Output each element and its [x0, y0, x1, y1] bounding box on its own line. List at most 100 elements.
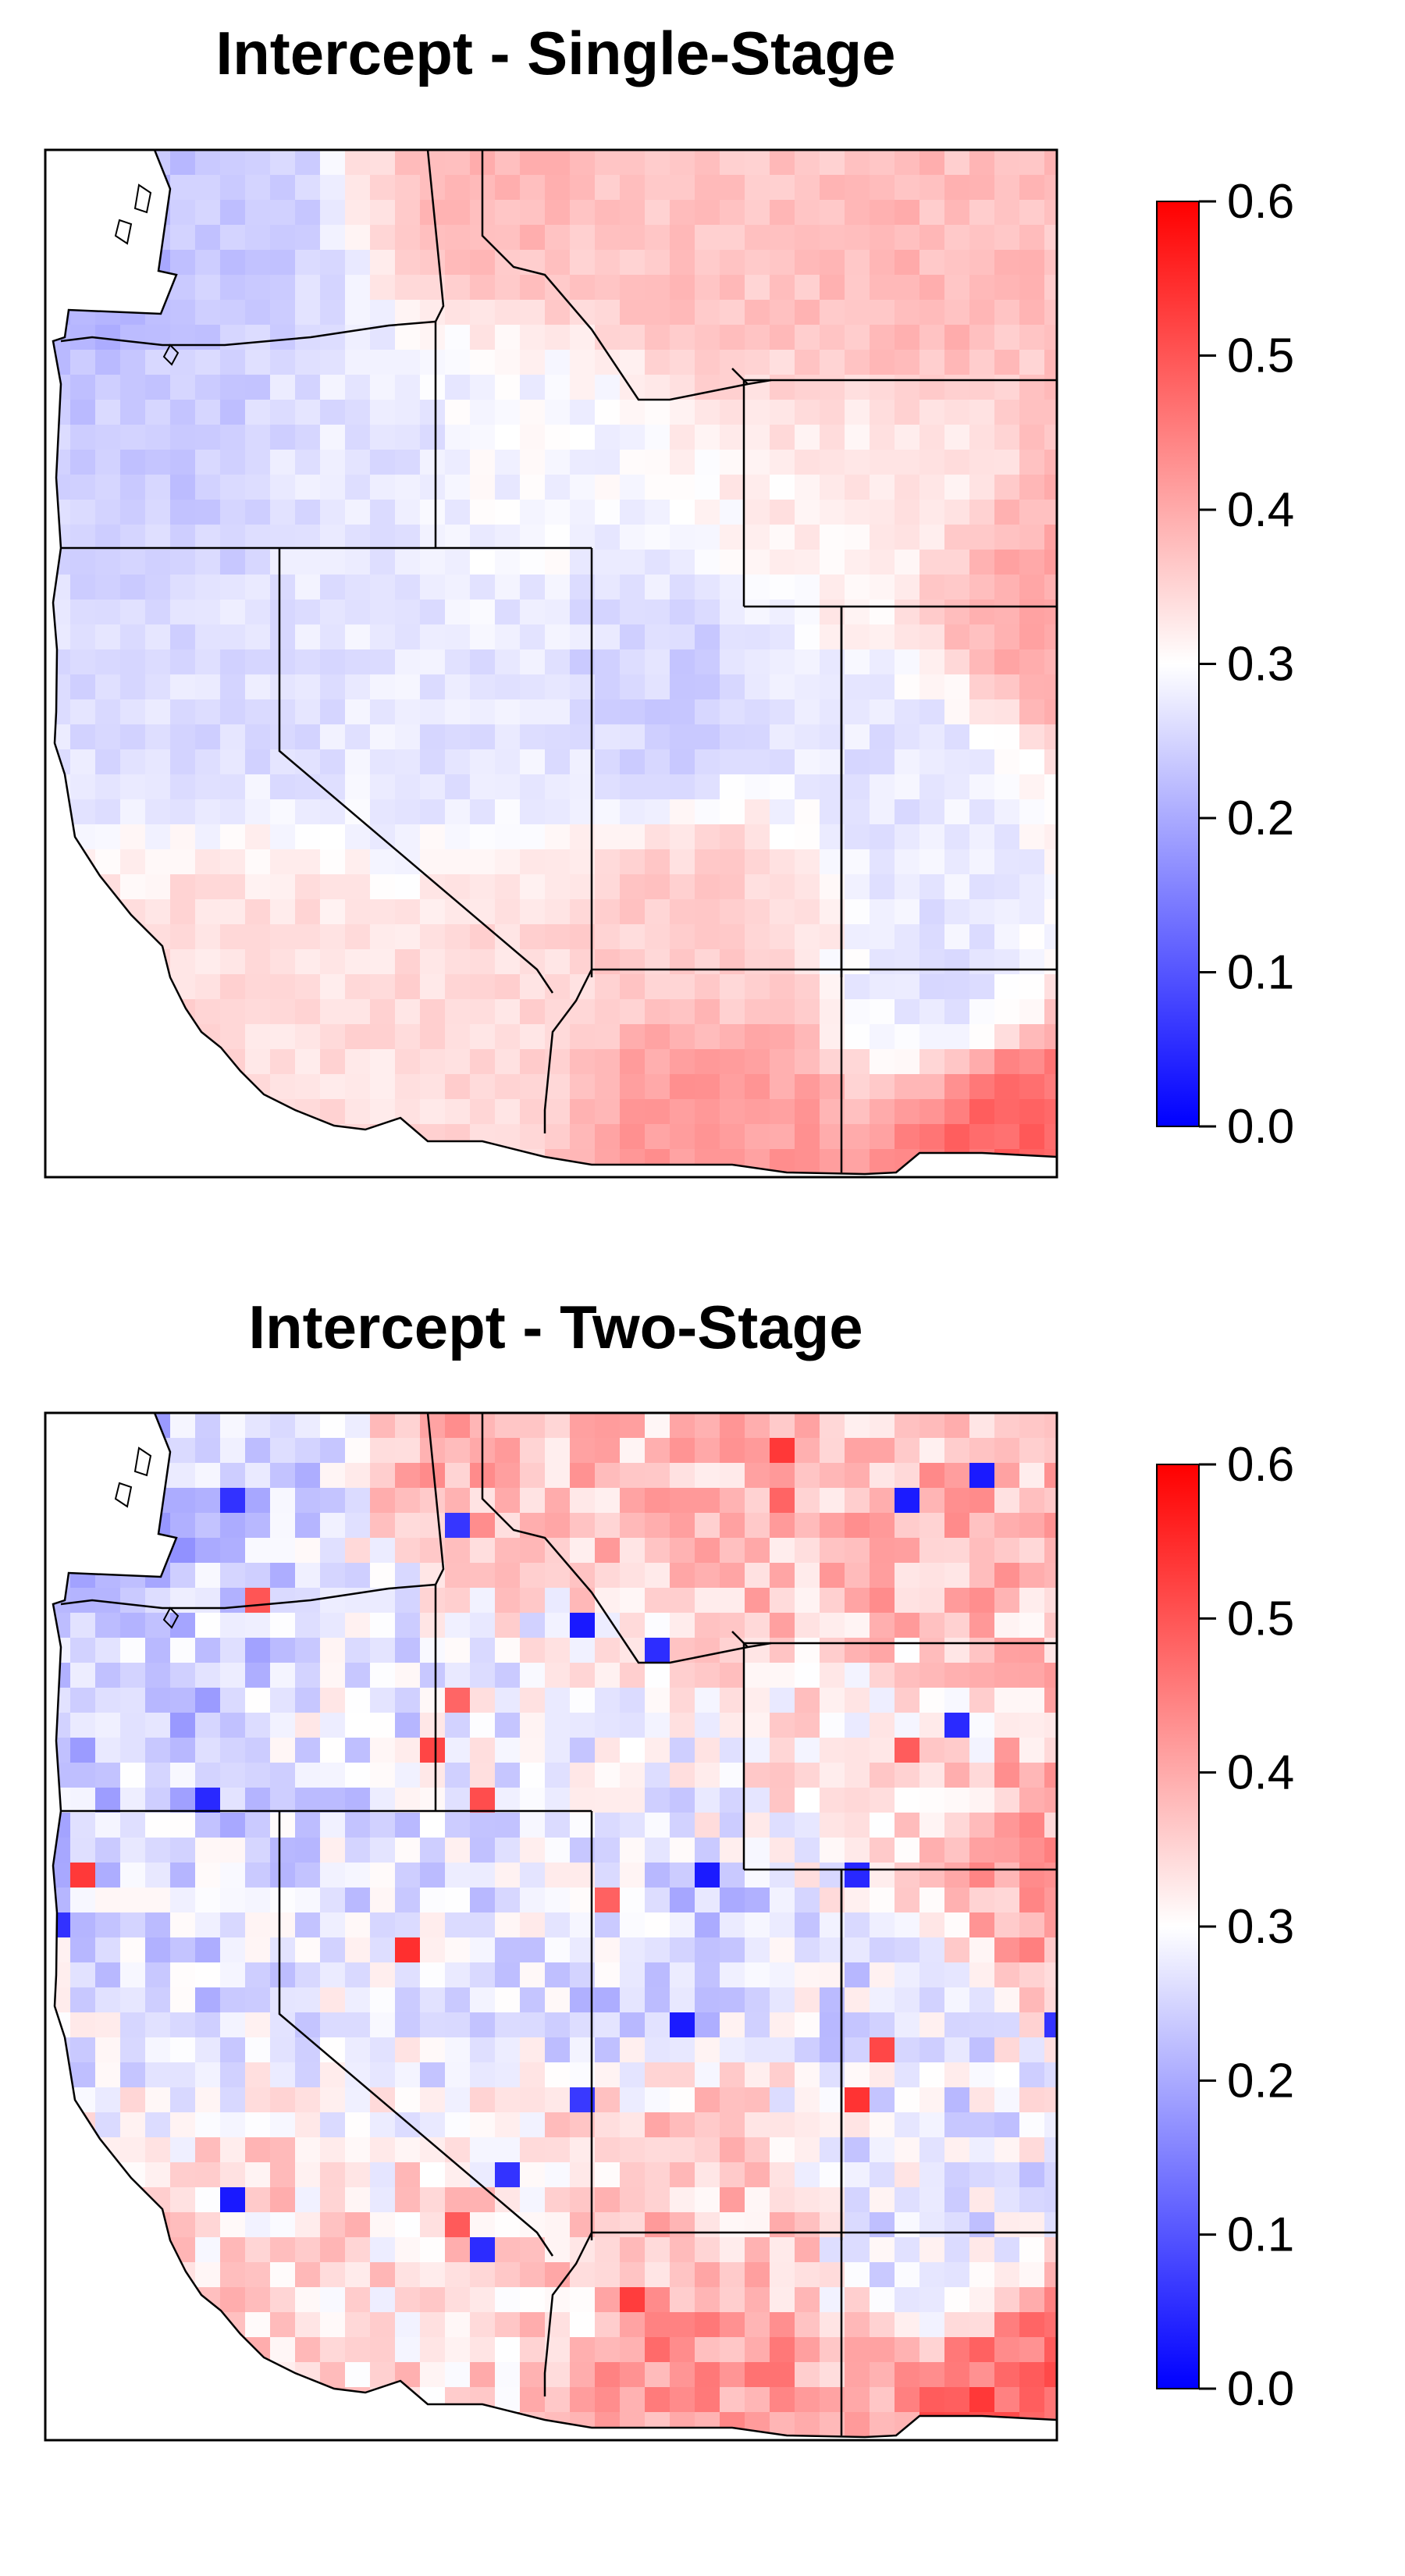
heatmap-cell: [120, 1838, 146, 1863]
heatmap-cell: [745, 2362, 770, 2388]
heatmap-cell: [870, 2262, 895, 2288]
heatmap-cell: [645, 1513, 670, 1539]
heatmap-cell: [520, 949, 546, 975]
heatmap-cell: [545, 250, 571, 276]
heatmap-cell: [545, 575, 571, 600]
heatmap-cell: [845, 624, 870, 650]
heatmap-cell: [120, 1962, 146, 1988]
heatmap-cell: [445, 2412, 471, 2437]
heatmap-cell: [670, 799, 695, 825]
heatmap-cell: [944, 1513, 970, 1539]
heatmap-cell: [595, 724, 621, 750]
heatmap-cell: [295, 200, 321, 226]
heatmap-cell: [395, 2287, 421, 2313]
heatmap-cell: [395, 600, 421, 625]
heatmap-cell: [53, 1513, 71, 1539]
heatmap-cell: [570, 300, 596, 326]
heatmap-cell: [919, 600, 945, 625]
heatmap-cell: [395, 949, 421, 975]
heatmap-cell: [395, 2012, 421, 2038]
heatmap-cell: [620, 550, 646, 575]
heatmap-cell: [969, 1074, 995, 1100]
heatmap-cell: [695, 200, 720, 226]
heatmap-cell: [620, 350, 646, 375]
heatmap-cell: [445, 799, 471, 825]
heatmap-cell: [70, 2262, 96, 2288]
heatmap-cell: [944, 225, 970, 251]
heatmap-cell: [270, 624, 296, 650]
heatmap-cell: [720, 1813, 745, 1838]
heatmap-cell: [845, 2187, 870, 2213]
heatmap-cell: [345, 1888, 371, 1913]
heatmap-cell: [270, 1463, 296, 1489]
heatmap-cell: [695, 2087, 720, 2113]
heatmap-cell: [770, 2137, 795, 2163]
heatmap-cell: [944, 2037, 970, 2063]
heatmap-cell: [795, 974, 820, 1000]
heatmap-cell: [520, 2212, 546, 2238]
heatmap-cell: [420, 899, 446, 925]
state-boundary: [60, 1583, 436, 1610]
heatmap-cell: [420, 450, 446, 475]
heatmap-cell: [720, 1563, 745, 1589]
heatmap-cell: [420, 2212, 446, 2238]
heatmap-cell: [820, 1463, 845, 1489]
heatmap-cell: [295, 350, 321, 375]
heatmap-cell: [70, 575, 96, 600]
heatmap-cell: [745, 1788, 770, 1813]
heatmap-cell: [770, 899, 795, 925]
heatmap-cell: [895, 475, 920, 500]
heatmap-cell: [720, 2062, 745, 2088]
heatmap-cell: [520, 2137, 546, 2163]
heatmap-cell: [70, 1863, 96, 1888]
heatmap-cell: [745, 1538, 770, 1564]
heatmap-cell: [645, 824, 670, 850]
heatmap-cell: [495, 325, 521, 350]
heatmap-cell: [895, 2237, 920, 2263]
heatmap-cell: [944, 2312, 970, 2338]
heatmap-cell: [195, 1937, 221, 1963]
heatmap-cell: [545, 1413, 571, 1439]
heatmap-cell: [919, 2312, 945, 2338]
heatmap-cell: [870, 774, 895, 800]
heatmap-cell: [195, 2087, 221, 2113]
heatmap-cell: [520, 2062, 546, 2088]
heatmap-cell: [245, 225, 271, 251]
heatmap-cell: [919, 575, 945, 600]
heatmap-cell: [570, 1563, 596, 1589]
heatmap-cell: [245, 1124, 271, 1150]
heatmap-cell: [320, 500, 346, 525]
heatmap-cell: [969, 874, 995, 900]
heatmap-cell: [53, 2412, 71, 2437]
heatmap-cell: [620, 2037, 646, 2063]
heatmap-cell: [95, 949, 121, 975]
heatmap-cell: [670, 1788, 695, 1813]
heatmap-cell: [370, 1813, 396, 1838]
heatmap-cell: [70, 1638, 96, 1663]
heatmap-cell: [720, 649, 745, 675]
heatmap-cell: [445, 2237, 471, 2263]
heatmap-cell: [720, 949, 745, 975]
heatmap-cell: [270, 1888, 296, 1913]
heatmap-cell: [969, 1663, 995, 1688]
heatmap-cell: [170, 425, 196, 450]
heatmap-cell: [795, 1074, 820, 1100]
heatmap-cell: [969, 2087, 995, 2113]
heatmap-cell: [919, 425, 945, 450]
heatmap-cell: [195, 1513, 221, 1539]
heatmap-cell: [1044, 774, 1057, 800]
heatmap-cell: [420, 674, 446, 700]
heatmap-cell: [320, 849, 346, 875]
heatmap-cell: [1019, 2237, 1045, 2263]
heatmap-cell: [245, 1149, 271, 1174]
heatmap-cell: [345, 150, 371, 176]
heatmap-cell: [870, 1588, 895, 1614]
heatmap-cell: [1044, 749, 1057, 775]
heatmap-cell: [670, 175, 695, 201]
heatmap-cell: [320, 350, 346, 375]
heatmap-cell: [545, 1863, 571, 1888]
heatmap-cell: [145, 1099, 171, 1125]
heatmap-cell: [895, 699, 920, 725]
heatmap-cell: [520, 425, 546, 450]
heatmap-cell: [919, 2162, 945, 2188]
